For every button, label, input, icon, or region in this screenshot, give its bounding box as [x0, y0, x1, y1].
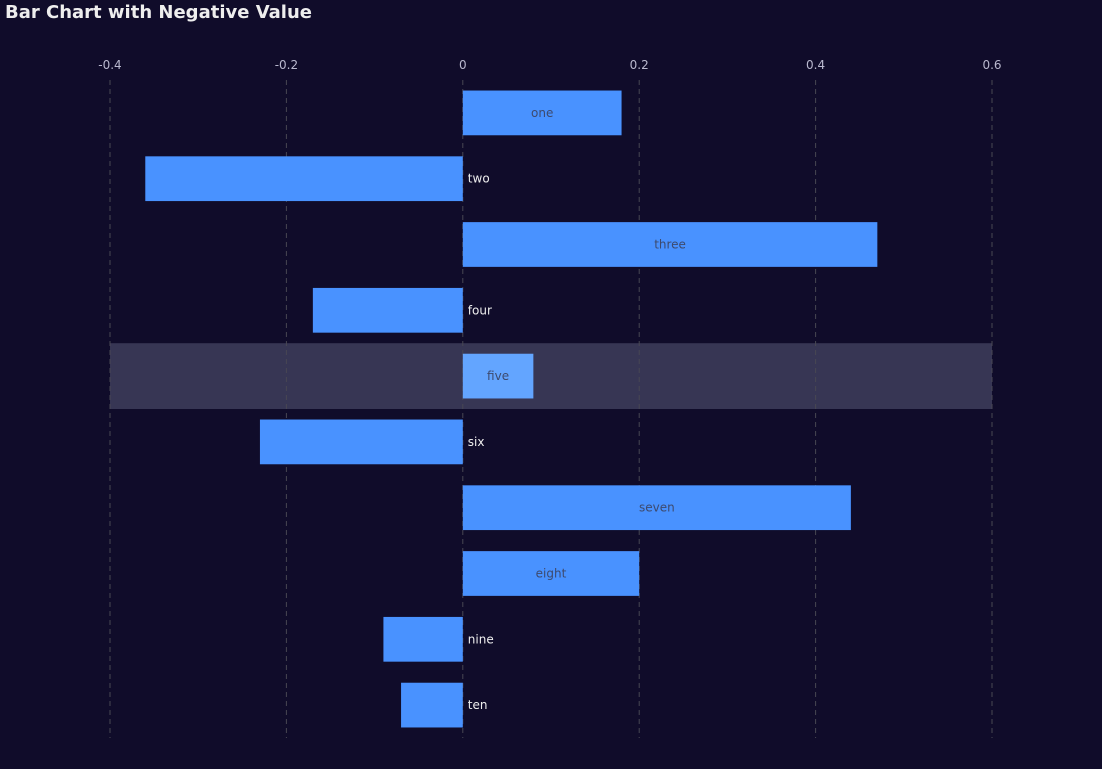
bar-label-nine: nine [468, 632, 494, 646]
bar-label-layer: one two three four five six seven eight nine ten [468, 106, 686, 712]
bar-ten[interactable] [401, 682, 463, 728]
bar-label-two: two [468, 172, 490, 186]
bar-five[interactable] [462, 353, 534, 399]
highlight-band [110, 343, 992, 409]
x-tick-label: 0.4 [806, 58, 825, 72]
bar-nine[interactable] [383, 616, 463, 662]
bar-label-six: six [468, 435, 485, 449]
bar-label-three: three [654, 238, 686, 252]
bar-four[interactable] [312, 287, 463, 333]
bar-seven[interactable] [462, 485, 851, 531]
bar-six[interactable] [259, 419, 463, 465]
chart-title: Bar Chart with Negative Value [5, 2, 312, 23]
x-tick-label: 0.6 [982, 58, 1001, 72]
highlight-band-layer [110, 343, 992, 409]
x-tick-label: 0.2 [630, 58, 649, 72]
bar-label-five: five [487, 369, 509, 383]
x-tick-label: -0.4 [98, 58, 121, 72]
bar-label-seven: seven [639, 501, 675, 515]
bar-one[interactable] [462, 90, 622, 136]
bar-label-one: one [531, 106, 553, 120]
bar-layer [145, 90, 878, 728]
bar-label-ten: ten [468, 698, 488, 712]
bar-two[interactable] [145, 156, 463, 202]
x-axis: -0.4 -0.2 0 0.2 0.4 0.6 [98, 58, 1001, 72]
x-tick-label: -0.2 [275, 58, 298, 72]
bar-three[interactable] [462, 222, 878, 267]
x-tick-label: 0 [459, 58, 467, 72]
bar-label-eight: eight [536, 567, 567, 581]
bar-label-four: four [468, 303, 492, 317]
bar-eight[interactable] [462, 551, 640, 596]
